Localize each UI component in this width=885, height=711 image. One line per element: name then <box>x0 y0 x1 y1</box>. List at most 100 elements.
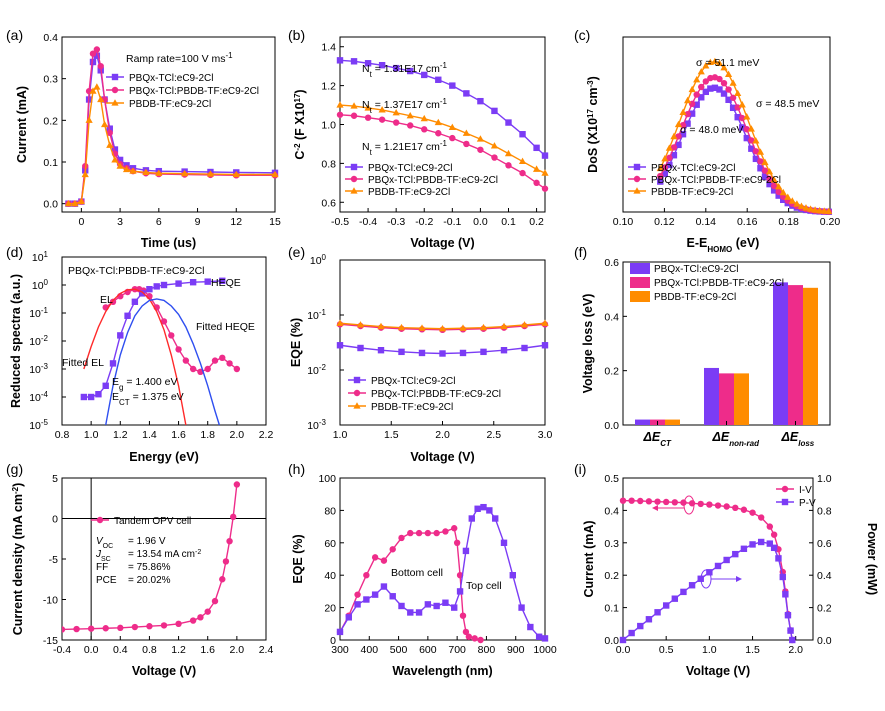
legend-swatch <box>630 291 650 302</box>
data-point <box>418 324 426 331</box>
data-point <box>486 507 493 514</box>
data-point <box>463 90 470 97</box>
data-point <box>345 614 352 621</box>
x-axis-label: Energy (eV) <box>129 450 198 464</box>
data-point <box>748 145 755 152</box>
data-point <box>637 497 644 505</box>
panel-b: (b) -0.5 -0.4 -0.3 -0.2 -0.1 0.0 0.1 0.2 0.6 0.8 1.… <box>288 27 549 250</box>
bottom-cell-label: Bottom cell <box>391 567 443 579</box>
data-point <box>415 609 423 616</box>
data-point <box>459 349 467 357</box>
panel-c: (c) 0.10 0.12 0.14 0.16 0.18 0.20 σ = 51.1 meV σ… <box>574 27 840 254</box>
data-point <box>775 188 782 196</box>
data-point <box>211 597 219 605</box>
panel-label: (i) <box>574 461 586 477</box>
device-param-value: = 13.54 mA cm-2 <box>128 549 201 561</box>
data-point <box>131 298 139 305</box>
data-point <box>702 62 710 69</box>
series-line <box>105 298 221 426</box>
y-tick-label: 40 <box>324 570 336 582</box>
data-point <box>451 604 458 611</box>
x-tick-label: 1.6 <box>200 644 215 656</box>
data-point <box>336 628 344 636</box>
x-tick-label: 0.0 <box>473 216 488 228</box>
y-axis-label: Reduced spectra (a.u.) <box>9 274 23 408</box>
panel-h: (h) 300 400 500 600 700 800 900 1000 0 20 40 60 80 100… <box>288 461 557 678</box>
fitted-heqe-label: Fitted HEQE <box>196 321 255 333</box>
top-cell-label: Top cell <box>466 580 502 592</box>
bar <box>704 367 719 425</box>
data-point <box>97 95 105 103</box>
data-point <box>222 558 230 565</box>
data-point <box>787 627 794 634</box>
data-point <box>364 104 372 111</box>
data-point <box>122 165 131 173</box>
legend-marker <box>633 187 641 194</box>
y-tick-label: 1.4 <box>321 42 336 54</box>
data-point <box>471 635 478 642</box>
data-point <box>73 625 80 633</box>
data-point <box>462 628 470 636</box>
data-point <box>740 545 748 552</box>
data-point <box>761 173 769 180</box>
data-point <box>117 332 124 339</box>
data-point <box>693 101 700 108</box>
data-point <box>757 165 764 172</box>
y-tick-label: 0.0 <box>604 420 619 432</box>
data-point <box>766 180 773 188</box>
data-point <box>670 132 678 140</box>
legend-entry: PBQx-TCl:eC9-2Cl <box>654 264 738 275</box>
data-point <box>811 206 819 213</box>
ramp-rate-note: Ramp rate=100 V ms-1 <box>126 51 233 66</box>
data-point <box>748 137 755 144</box>
data-point <box>683 96 692 104</box>
category-label: ΔEnon-rad <box>712 430 761 448</box>
y-tick-label: 80 <box>324 505 336 517</box>
data-point <box>628 497 635 504</box>
data-point <box>729 79 737 86</box>
y-axis-label: DoS (X1017 cm-3) <box>586 76 601 173</box>
x-tick-label: 0.0 <box>84 644 99 656</box>
bar <box>788 285 803 425</box>
x-tick-label: 1.6 <box>171 429 186 441</box>
y-tick-label: 0.6 <box>321 197 336 209</box>
data-point <box>95 391 102 398</box>
data-point <box>420 114 428 122</box>
x-axis-label: Wavelength (nm) <box>392 664 492 678</box>
data-point <box>500 322 508 330</box>
x-tick-label: 1.0 <box>702 644 717 656</box>
y-tick-label: 0.4 <box>604 311 619 323</box>
legend-entry: PBDB-TF:eC9-2Cl <box>654 292 736 303</box>
panel-e: (e) 1.0 1.5 2.0 2.5 3.0 10-3 10-2 10-1 100 PBQx-TC… <box>288 244 552 464</box>
series-PBDB-TF:eC9-2Cl <box>64 83 279 207</box>
data-point <box>435 130 442 137</box>
legend-entry: PBDB-TF:eC9-2Cl <box>371 402 453 413</box>
legend-marker <box>633 175 641 183</box>
data-point <box>204 278 211 285</box>
y-tick-label: 0.8 <box>321 158 336 170</box>
data-point <box>770 187 778 194</box>
data-point <box>770 182 778 190</box>
sigma-note: σ = 48.5 meV <box>756 98 819 110</box>
data-point <box>775 183 783 190</box>
y-right-axis-label: Power (mW) <box>865 523 879 595</box>
data-point <box>671 595 679 602</box>
data-point <box>465 633 473 640</box>
y-tick-label: -15 <box>43 635 58 647</box>
data-point <box>407 122 414 129</box>
data-point <box>350 102 358 109</box>
data-point <box>505 162 512 169</box>
data-point <box>541 185 549 192</box>
data-point <box>398 602 405 610</box>
data-point <box>738 101 746 108</box>
panel-label: (e) <box>288 244 305 260</box>
data-point <box>363 572 370 579</box>
y-tick-label: 0.1 <box>604 603 619 615</box>
data-point <box>204 365 211 373</box>
data-point <box>233 365 241 373</box>
y-tick-label: 10-1 <box>307 308 326 323</box>
data-point <box>356 321 365 328</box>
data-point <box>146 286 153 293</box>
data-point <box>725 86 732 93</box>
